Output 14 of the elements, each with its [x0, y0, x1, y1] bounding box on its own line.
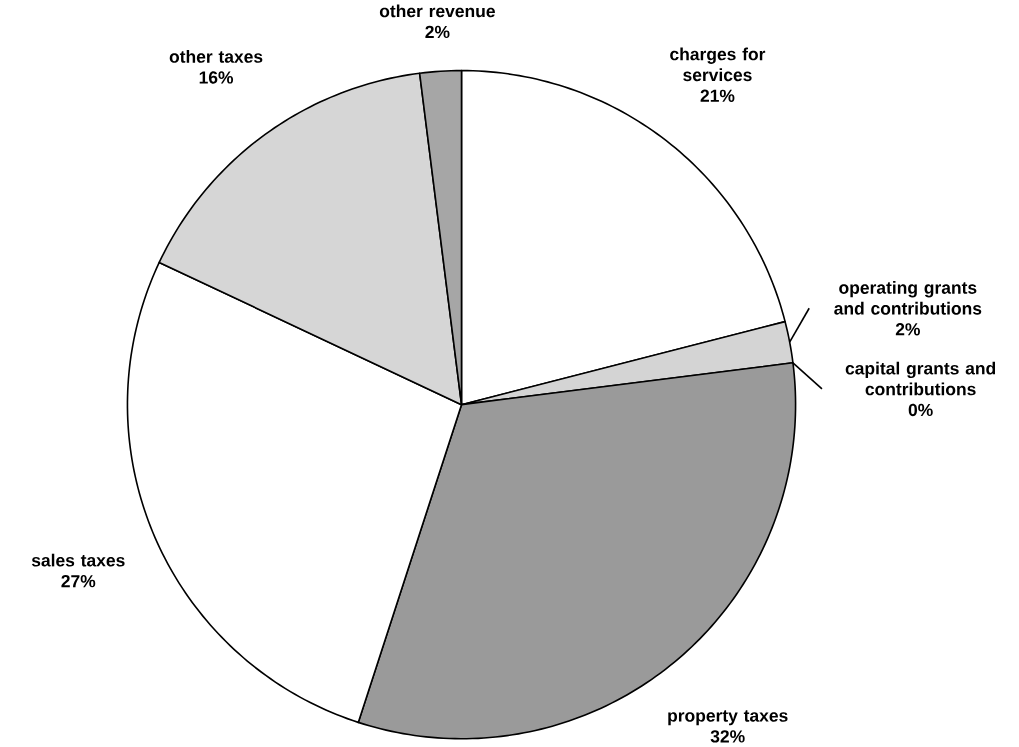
slice-label: other taxes — [169, 50, 263, 63]
legend-label: capital grants and contributions — [845, 361, 996, 396]
data-label: 2% — [895, 323, 920, 336]
data-label: 21% — [700, 89, 735, 102]
text: 0% — [908, 403, 933, 417]
slice-label: charges for services — [670, 47, 766, 82]
slice-label: operating grants and contributions — [834, 281, 982, 315]
data-label: 2% — [425, 25, 450, 38]
data-label: 16% — [199, 71, 234, 84]
slice-label: property taxes — [668, 710, 788, 726]
data-label: 27% — [61, 574, 96, 588]
slice-label: other revenue — [379, 4, 495, 18]
slice-label: sales taxes — [31, 553, 125, 567]
data-label: 32% — [710, 730, 745, 743]
